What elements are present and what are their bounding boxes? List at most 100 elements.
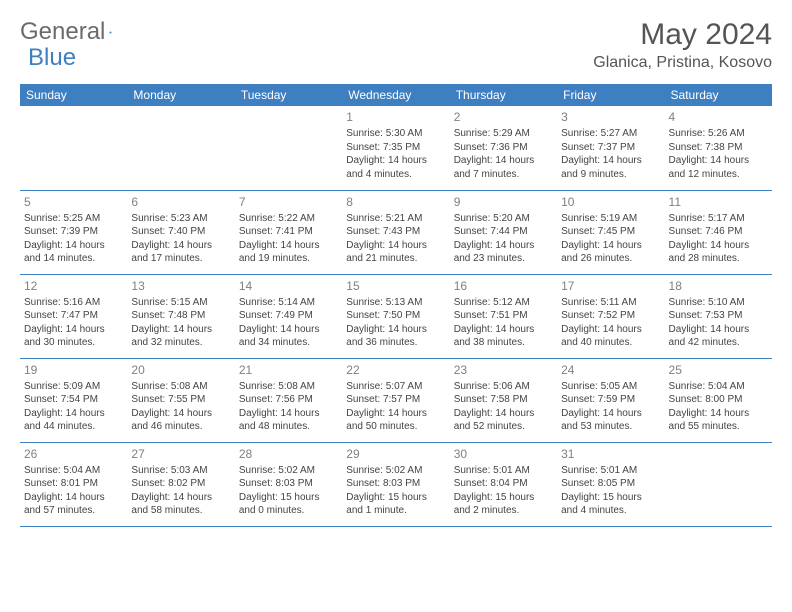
location: Glanica, Pristina, Kosovo [593,54,772,72]
calendar-day-cell: 31Sunrise: 5:01 AMSunset: 8:05 PMDayligh… [557,442,664,526]
daylight-line: Daylight: 14 hours and 19 minutes. [239,239,338,266]
sunrise-line: Sunrise: 5:12 AM [454,296,553,310]
calendar-day-cell: 21Sunrise: 5:08 AMSunset: 7:56 PMDayligh… [235,358,342,442]
daylight-line: Daylight: 14 hours and 50 minutes. [346,407,445,434]
daylight-line: Daylight: 14 hours and 42 minutes. [669,323,768,350]
calendar-day-cell: 11Sunrise: 5:17 AMSunset: 7:46 PMDayligh… [665,190,772,274]
sunset-line: Sunset: 8:04 PM [454,477,553,491]
daylight-line: Daylight: 14 hours and 58 minutes. [131,491,230,518]
day-number: 11 [669,194,768,210]
daylight-line: Daylight: 14 hours and 57 minutes. [24,491,123,518]
daylight-line: Daylight: 14 hours and 34 minutes. [239,323,338,350]
daylight-line: Daylight: 14 hours and 23 minutes. [454,239,553,266]
sunset-line: Sunset: 7:49 PM [239,309,338,323]
daylight-line: Daylight: 14 hours and 38 minutes. [454,323,553,350]
day-number: 8 [346,194,445,210]
sunrise-line: Sunrise: 5:22 AM [239,212,338,226]
sunset-line: Sunset: 8:03 PM [239,477,338,491]
daylight-line: Daylight: 14 hours and 28 minutes. [669,239,768,266]
sunrise-line: Sunrise: 5:01 AM [454,464,553,478]
calendar-header-row: SundayMondayTuesdayWednesdayThursdayFrid… [20,84,772,106]
sunset-line: Sunset: 7:59 PM [561,393,660,407]
calendar-day-cell: 2Sunrise: 5:29 AMSunset: 7:36 PMDaylight… [450,106,557,190]
sunset-line: Sunset: 7:36 PM [454,141,553,155]
calendar-week-row: 12Sunrise: 5:16 AMSunset: 7:47 PMDayligh… [20,274,772,358]
calendar-day-cell: 4Sunrise: 5:26 AMSunset: 7:38 PMDaylight… [665,106,772,190]
title-block: May 2024 Glanica, Pristina, Kosovo [593,18,772,72]
daylight-line: Daylight: 14 hours and 30 minutes. [24,323,123,350]
weekday-header: Tuesday [235,84,342,106]
calendar-day-cell: 13Sunrise: 5:15 AMSunset: 7:48 PMDayligh… [127,274,234,358]
sunrise-line: Sunrise: 5:06 AM [454,380,553,394]
sunrise-line: Sunrise: 5:20 AM [454,212,553,226]
day-number: 12 [24,278,123,294]
weekday-header: Sunday [20,84,127,106]
logo-text-gray: General [20,18,105,46]
sunset-line: Sunset: 7:47 PM [24,309,123,323]
sunset-line: Sunset: 7:48 PM [131,309,230,323]
calendar-week-row: 5 Sunrise: 5:25 AMSunset: 7:39 PM Daylight… [20,190,772,274]
sunrise-line: Sunrise: 5:10 AM [669,296,768,310]
logo: General [20,18,131,46]
day-number: 23 [454,362,553,378]
calendar-day-cell: 5Sunrise: 5:25 AMSunset: 7:39 PMDaylight… [20,190,127,274]
sunrise-line: Sunrise: 5:08 AM [131,380,230,394]
daylight-line: Daylight: 14 hours and 40 minutes. [561,323,660,350]
day-number: 6 [131,194,230,210]
day-number: 9 [454,194,553,210]
day-number: 19 [24,362,123,378]
sunset-line: Sunset: 7:51 PM [454,309,553,323]
sunset-line: Sunset: 7:45 PM [561,225,660,239]
day-number: 17 [561,278,660,294]
sunset-line: Sunset: 8:02 PM [131,477,230,491]
calendar-table: SundayMondayTuesdayWednesdayThursdayFrid… [20,84,772,527]
calendar-day-cell: 29Sunrise: 5:02 AMSunset: 8:03 PMDayligh… [342,442,449,526]
daylight-line: Daylight: 14 hours and 21 minutes. [346,239,445,266]
day-number: 15 [346,278,445,294]
sunset-line: Sunset: 7:35 PM [346,141,445,155]
day-number: 2 [454,109,553,125]
calendar-day-cell: 6Sunrise: 5:23 AMSunset: 7:40 PMDaylight… [127,190,234,274]
day-number: 5 [24,194,123,210]
sunrise-line: Sunrise: 5:25 AM [24,212,123,226]
logo-text-blue: Blue [28,44,76,72]
calendar-day-cell: 22Sunrise: 5:07 AMSunset: 7:57 PMDayligh… [342,358,449,442]
weekday-header: Saturday [665,84,772,106]
sunset-line: Sunset: 7:50 PM [346,309,445,323]
daylight-line: Daylight: 15 hours and 1 minute. [346,491,445,518]
day-number: 14 [239,278,338,294]
calendar-day-cell [127,106,234,190]
calendar-day-cell: 18Sunrise: 5:10 AMSunset: 7:53 PMDayligh… [665,274,772,358]
sunrise-line: Sunrise: 5:19 AM [561,212,660,226]
calendar-day-cell: 17Sunrise: 5:11 AMSunset: 7:52 PMDayligh… [557,274,664,358]
day-number: 18 [669,278,768,294]
sunrise-line: Sunrise: 5:05 AM [561,380,660,394]
sunrise-line: Sunrise: 5:21 AM [346,212,445,226]
day-number: 3 [561,109,660,125]
calendar-week-row: 1Sunrise: 5:30 AMSunset: 7:35 PMDaylight… [20,106,772,190]
sunrise-line: Sunrise: 5:26 AM [669,127,768,141]
sunset-line: Sunset: 8:00 PM [669,393,768,407]
calendar-day-cell: 27Sunrise: 5:03 AMSunset: 8:02 PMDayligh… [127,442,234,526]
daylight-line: Daylight: 14 hours and 9 minutes. [561,154,660,181]
day-number: 26 [24,446,123,462]
sunrise-line: Sunrise: 5:14 AM [239,296,338,310]
calendar-day-cell: 15Sunrise: 5:13 AMSunset: 7:50 PMDayligh… [342,274,449,358]
sunset-line: Sunset: 7:39 PM [24,225,123,239]
sunset-line: Sunset: 7:44 PM [454,225,553,239]
calendar-day-cell: 19Sunrise: 5:09 AMSunset: 7:54 PMDayligh… [20,358,127,442]
calendar-day-cell: 14 Sunrise: 5:14 AMSunset: 7:49 PMDayligh… [235,274,342,358]
calendar-day-cell [665,442,772,526]
day-number: 7 [239,194,338,210]
weekday-header: Monday [127,84,234,106]
sunset-line: Sunset: 7:55 PM [131,393,230,407]
day-number: 28 [239,446,338,462]
daylight-line: Daylight: 14 hours and 32 minutes. [131,323,230,350]
calendar-day-cell: 24Sunrise: 5:05 AMSunset: 7:59 PMDayligh… [557,358,664,442]
day-number: 24 [561,362,660,378]
calendar-day-cell: 3Sunrise: 5:27 AMSunset: 7:37 PMDaylight… [557,106,664,190]
calendar-day-cell: 12Sunrise: 5:16 AMSunset: 7:47 PMDayligh… [20,274,127,358]
sunset-line: Sunset: 7:54 PM [24,393,123,407]
sunset-line: Sunset: 7:43 PM [346,225,445,239]
logo-sail-icon [109,23,112,41]
